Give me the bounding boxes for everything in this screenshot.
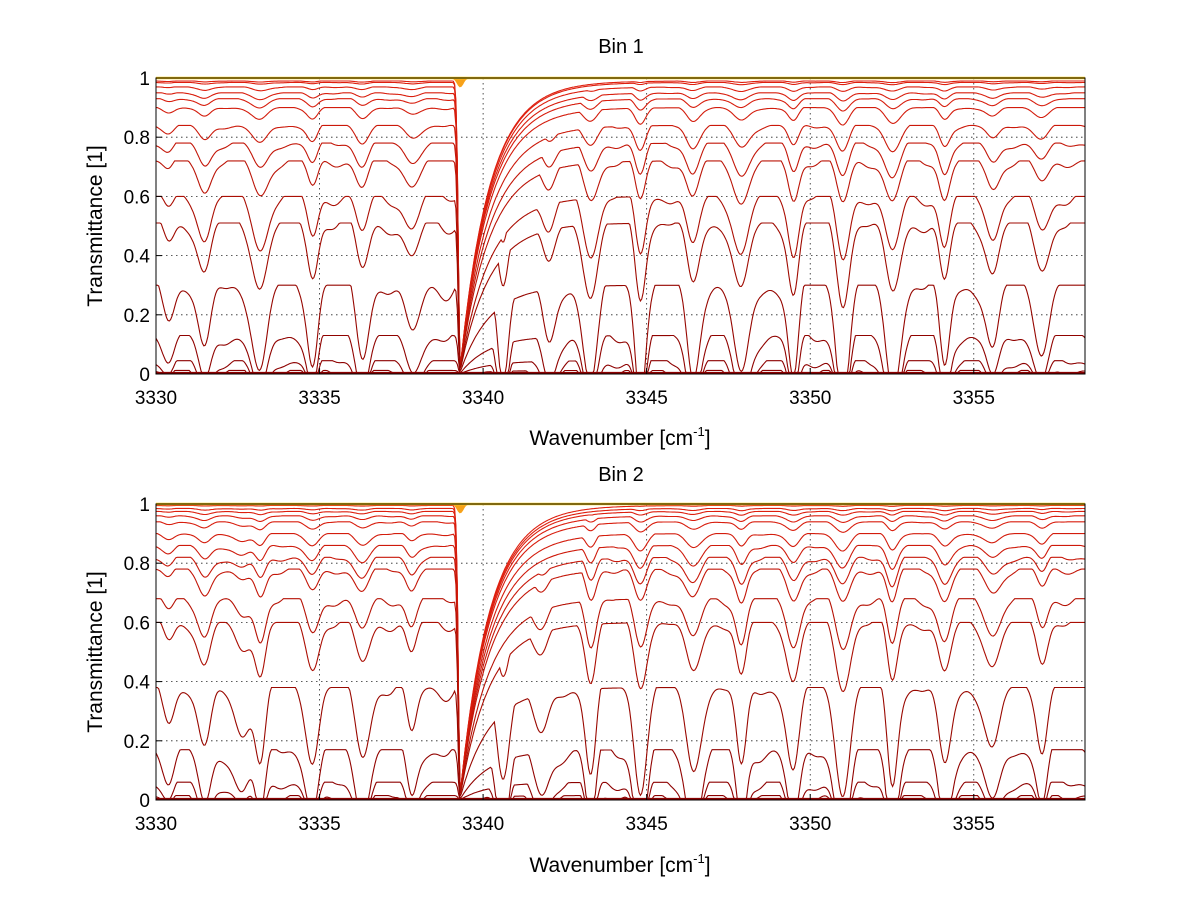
x-tick-label: 3350 bbox=[789, 814, 831, 835]
x-tick-label: 3330 bbox=[135, 388, 177, 409]
series-line bbox=[155, 160, 1085, 368]
chart-panel-bin-1: Bin 1 3330 3335 3340 3345 3350 3355 0 0.2 0.4 0.6… bbox=[84, 36, 1086, 450]
y-tick-label: 0.2 bbox=[124, 306, 150, 327]
y-tick-label: 1 bbox=[139, 495, 150, 516]
series-line bbox=[156, 107, 1085, 366]
y-tick-label: 0.4 bbox=[124, 673, 151, 694]
x-tick-label: 3355 bbox=[953, 814, 995, 835]
series-line bbox=[156, 507, 1086, 791]
y-axis-label: Transmittance [1] bbox=[84, 571, 107, 732]
y-tick-label: 0.2 bbox=[124, 732, 150, 753]
x-tick-label: 3335 bbox=[298, 814, 340, 835]
series-line bbox=[156, 515, 1085, 791]
chart-title: Bin 1 bbox=[598, 36, 644, 58]
series-line bbox=[155, 544, 1086, 792]
y-tick-label: 0 bbox=[139, 365, 150, 386]
series-line bbox=[156, 621, 1085, 795]
series-line bbox=[156, 81, 1086, 365]
x-tick-label: 3345 bbox=[626, 814, 668, 835]
tick-labels: 3330 3335 3340 3345 3350 3355 0 0.2 0.4 0.6 0.8 1 bbox=[124, 495, 995, 835]
series-line bbox=[155, 556, 1086, 793]
y-tick-label: 0.8 bbox=[124, 554, 150, 575]
x-axis-label-superscript: -1 bbox=[693, 424, 705, 439]
y-axis-label: Transmittance [1] bbox=[84, 145, 107, 306]
series-line bbox=[155, 504, 1085, 791]
series-line bbox=[156, 510, 1085, 791]
series-line bbox=[156, 98, 1085, 366]
series-line bbox=[155, 568, 1085, 793]
x-axis-label-bracket: ] bbox=[705, 854, 711, 877]
x-axis-label-text: Wavenumber [cm bbox=[529, 854, 693, 877]
series-line bbox=[156, 686, 1085, 799]
series-line bbox=[156, 86, 1085, 365]
series-line bbox=[156, 533, 1085, 792]
tick-labels: 3330 3335 3340 3345 3350 3355 0 0.2 0.4 0.6 0.8 1 bbox=[124, 69, 995, 409]
y-tick-label: 0.6 bbox=[124, 613, 150, 634]
series-line bbox=[156, 284, 1085, 374]
x-tick-label: 3335 bbox=[298, 388, 340, 409]
x-tick-label: 3345 bbox=[626, 388, 668, 409]
x-axis-label: Wavenumber [cm-1] bbox=[529, 424, 710, 450]
y-tick-label: 0 bbox=[139, 791, 150, 812]
x-tick-label: 3355 bbox=[953, 388, 995, 409]
axes-frame bbox=[155, 77, 1086, 375]
series-line bbox=[156, 195, 1085, 369]
x-axis-label: Wavenumber [cm-1] bbox=[529, 851, 710, 877]
x-tick-label: 3330 bbox=[135, 814, 177, 835]
x-tick-label: 3340 bbox=[462, 814, 504, 835]
series-line bbox=[156, 521, 1085, 792]
y-tick-label: 0.8 bbox=[124, 128, 150, 149]
x-tick-label: 3340 bbox=[462, 388, 504, 409]
x-axis-label-superscript: -1 bbox=[693, 851, 705, 866]
series-line bbox=[155, 142, 1086, 367]
x-axis-label-bracket: ] bbox=[705, 427, 711, 450]
chart-title: Bin 2 bbox=[598, 464, 644, 486]
axes-frame bbox=[155, 503, 1086, 801]
series-line bbox=[156, 598, 1085, 794]
y-tick-label: 0.6 bbox=[124, 187, 150, 208]
chart-panel-bin-2: Bin 2 3330 3335 3340 3345 3350 3355 0 0.2 0.4 0.6… bbox=[84, 464, 1086, 877]
x-axis-label-text: Wavenumber [cm bbox=[529, 427, 693, 450]
series-line bbox=[156, 222, 1085, 370]
y-tick-label: 0.4 bbox=[124, 247, 151, 268]
series-line bbox=[155, 124, 1086, 367]
x-tick-label: 3350 bbox=[789, 388, 831, 409]
y-tick-label: 1 bbox=[139, 69, 150, 90]
series-line bbox=[156, 92, 1085, 365]
series-line bbox=[156, 80, 1086, 365]
